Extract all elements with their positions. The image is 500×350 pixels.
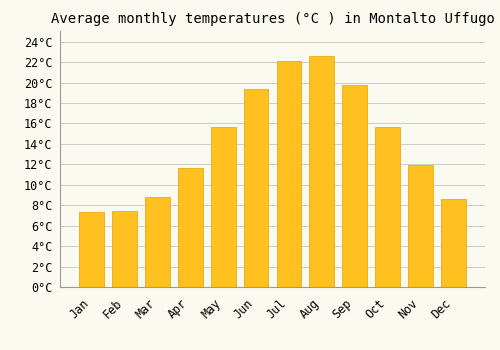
Bar	[145, 197, 170, 287]
Title: Average monthly temperatures (°C ) in Montalto Uffugo: Average monthly temperatures (°C ) in Mo…	[50, 12, 494, 26]
Bar	[376, 127, 400, 287]
Bar	[441, 199, 466, 287]
Bar	[211, 127, 236, 287]
Bar	[178, 168, 203, 287]
Bar	[276, 61, 301, 287]
Bar	[112, 211, 137, 287]
Bar	[310, 56, 334, 287]
Bar	[342, 85, 367, 287]
Bar	[408, 166, 433, 287]
Bar	[244, 89, 268, 287]
Bar	[80, 212, 104, 287]
